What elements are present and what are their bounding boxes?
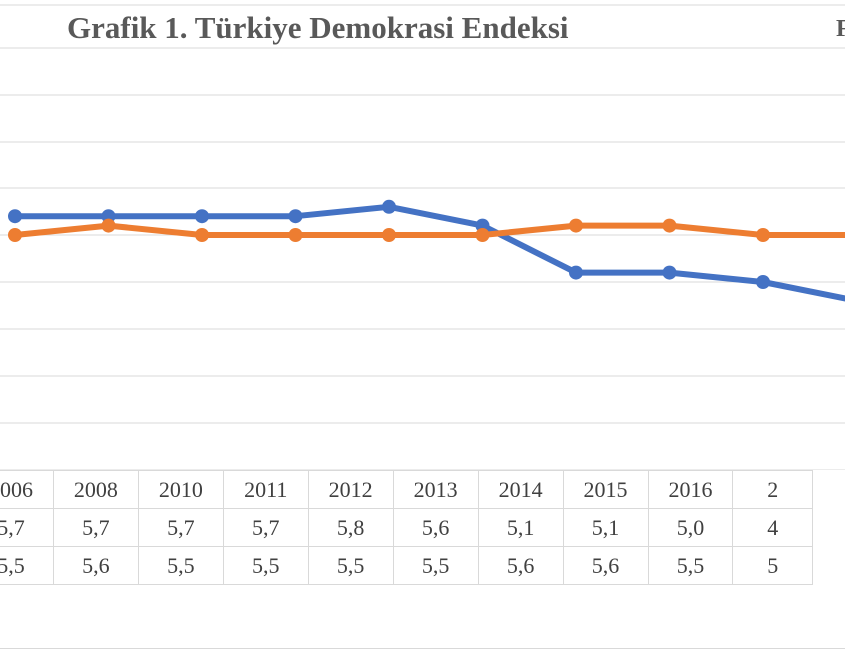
data-point-series-2 <box>382 228 396 242</box>
data-point-series-1 <box>195 209 209 224</box>
table-value-cell: 5,7 <box>222 508 309 547</box>
table-value-cell: 5,6 <box>477 546 564 585</box>
chart-title: Grafik 1. Türkiye Demokrasi Endeksi <box>67 10 569 45</box>
table-header-row: 2006200820102011201220132014201520162 <box>0 470 813 509</box>
table-value-cell: 5,5 <box>307 546 394 585</box>
table-row: 5,55,65,55,55,55,55,65,65,55 <box>0 546 813 585</box>
table-value-cell: 5,6 <box>52 546 139 585</box>
data-point-series-2 <box>288 228 303 242</box>
data-point-series-1 <box>569 265 583 280</box>
table-value-cell: 4 <box>732 508 813 547</box>
table-value-cell: 5 <box>732 546 813 585</box>
data-point-series-2 <box>662 218 677 233</box>
data-point-series-2 <box>756 228 770 242</box>
table-value-cell: 5,7 <box>137 508 224 547</box>
data-point-series-1 <box>382 199 396 214</box>
data-point-series-2 <box>101 218 116 233</box>
table-value-cell: 5,1 <box>562 508 649 547</box>
table-value-cell: 5,5 <box>137 546 224 585</box>
data-point-series-2 <box>475 228 490 242</box>
chart-plot-area <box>0 4 845 470</box>
data-point-series-2 <box>8 228 22 242</box>
table-year-cell: 2016 <box>647 470 734 509</box>
table-value-cell: 5,6 <box>562 546 649 585</box>
table-year-cell: 2 <box>732 470 813 509</box>
bottom-border <box>0 648 845 649</box>
table-year-cell: 2015 <box>562 470 649 509</box>
table-value-cell: 5,8 <box>307 508 394 547</box>
table-year-cell: 2013 <box>392 470 479 509</box>
table-year-cell: 2011 <box>222 470 309 509</box>
data-point-series-1 <box>756 275 770 289</box>
series-line-2 <box>12 222 845 238</box>
table-value-cell: 5,1 <box>477 508 564 547</box>
table-value-cell: 5,7 <box>52 508 139 547</box>
table-value-cell: 5,5 <box>392 546 479 585</box>
data-point-series-2 <box>195 228 209 242</box>
table-year-cell: 2006 <box>0 470 54 509</box>
table-year-cell: 2012 <box>307 470 394 509</box>
table-value-cell: 5,0 <box>647 508 734 547</box>
table-row: 5,75,75,75,75,85,65,15,15,04 <box>0 508 813 547</box>
chart-title-overflow-text: F <box>836 16 845 42</box>
data-point-series-1 <box>8 209 22 224</box>
data-point-series-2 <box>569 218 583 233</box>
series-layer <box>8 199 845 302</box>
table-value-cell: 5,5 <box>647 546 734 585</box>
table-year-cell: 2010 <box>137 470 224 509</box>
table-value-cell: 5,7 <box>0 508 54 547</box>
table-value-cell: 5,5 <box>0 546 54 585</box>
series-line-1 <box>12 203 845 302</box>
table-year-cell: 2014 <box>477 470 564 509</box>
data-point-series-1 <box>662 265 677 280</box>
data-point-series-1 <box>288 209 303 224</box>
gridlines <box>0 4 845 470</box>
chart-data-table: 20062008201020112012201320142015201625,7… <box>0 470 813 585</box>
table-value-cell: 5,5 <box>222 546 309 585</box>
table-value-cell: 5,6 <box>392 508 479 547</box>
table-year-cell: 2008 <box>52 470 139 509</box>
